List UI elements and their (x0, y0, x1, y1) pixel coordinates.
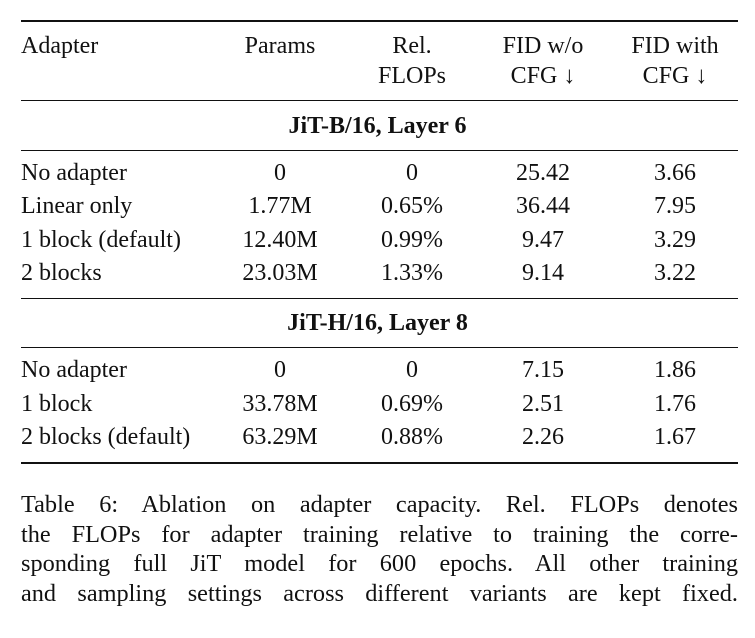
cell-adapter: Linear only (21, 193, 133, 219)
top-rule (21, 20, 738, 22)
cell-params: 0 (274, 160, 286, 186)
caption-line: Table 6: Ablation on adapter capacity. R… (21, 491, 738, 518)
caption-line: and sampling settings across different v… (21, 580, 738, 608)
cell-fid-without-cfg: 7.15 (522, 357, 564, 383)
cell-rel-flops: 0.99% (381, 227, 443, 253)
cell-adapter: 2 blocks (21, 260, 102, 286)
cell-fid-without-cfg: 2.26 (522, 424, 564, 450)
caption-line: sponding full JiT model for 600 epochs. … (21, 550, 738, 578)
cell-params: 1.77M (248, 193, 312, 219)
cell-params: 23.03M (242, 260, 318, 286)
group-rule (21, 347, 738, 348)
cell-fid-with-cfg: 1.86 (654, 357, 696, 383)
cell-fid-with-cfg: 3.22 (654, 260, 696, 286)
cell-adapter: No adapter (21, 357, 127, 383)
cell-adapter: 2 blocks (default) (21, 424, 191, 450)
cell-rel-flops: 0.65% (381, 193, 443, 219)
header-fid-with-cfg: FID with CFG ↓ (631, 33, 719, 89)
cell-rel-flops: 1.33% (381, 260, 443, 286)
header-adapter: Adapter (21, 33, 99, 59)
cell-params: 12.40M (242, 227, 318, 253)
header-rule (21, 100, 738, 101)
bottom-rule (21, 462, 738, 464)
header-fid-without-cfg: FID w/o CFG ↓ (502, 33, 584, 89)
cell-fid-without-cfg: 25.42 (516, 160, 570, 186)
group-title: JiT-H/16, Layer 8 (287, 310, 468, 336)
cell-fid-without-cfg: 9.47 (522, 227, 564, 253)
group-divider-rule (21, 298, 738, 299)
cell-rel-flops: 0.69% (381, 391, 443, 417)
cell-adapter: 1 block (21, 391, 93, 417)
cell-fid-with-cfg: 7.95 (654, 193, 696, 219)
table-caption: Table 6: Ablation on adapter capacity. R… (21, 490, 738, 609)
group-rule (21, 150, 738, 151)
cell-fid-with-cfg: 1.76 (654, 391, 696, 417)
cell-fid-without-cfg: 9.14 (522, 260, 564, 286)
cell-adapter: No adapter (21, 160, 127, 186)
cell-rel-flops: 0.88% (381, 424, 443, 450)
cell-fid-with-cfg: 3.29 (654, 227, 696, 253)
cell-rel-flops: 0 (406, 357, 418, 383)
cell-params: 0 (274, 357, 286, 383)
cell-fid-without-cfg: 2.51 (522, 391, 564, 417)
cell-params: 33.78M (242, 391, 318, 417)
header-params: Params (244, 33, 316, 59)
cell-fid-without-cfg: 36.44 (516, 193, 570, 219)
group-title: JiT-B/16, Layer 6 (288, 113, 467, 139)
cell-adapter: 1 block (default) (21, 227, 181, 253)
caption-line: the FLOPs for adapter training relative … (21, 520, 738, 548)
cell-rel-flops: 0 (406, 160, 418, 186)
header-rel-flops: Rel. FLOPs (377, 33, 447, 89)
cell-params: 63.29M (242, 424, 318, 450)
cell-fid-with-cfg: 3.66 (654, 160, 696, 186)
cell-fid-with-cfg: 1.67 (654, 424, 696, 450)
